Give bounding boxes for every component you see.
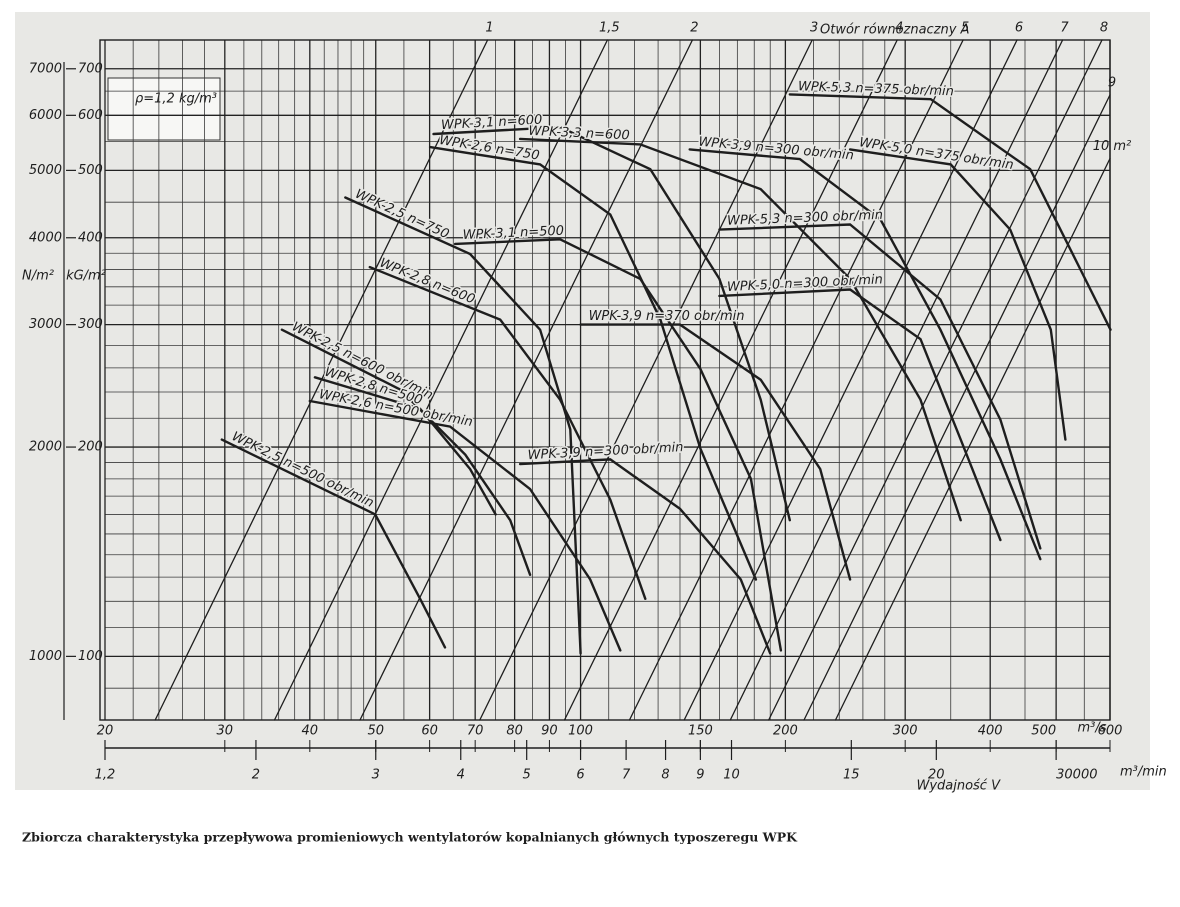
y2-tick-label: 2000 <box>29 440 62 455</box>
orifice-line <box>479 39 813 721</box>
x-tick-label: 150 <box>688 724 713 739</box>
y-tick-label: 500 <box>78 163 103 178</box>
orifice-line-label: 3 <box>810 21 818 36</box>
y-tick-label: 700 <box>78 61 103 76</box>
orifice-line-label: 2 <box>690 21 698 36</box>
orifice-line-label: 1,5 <box>599 21 620 36</box>
x2-tick-label: 9 <box>696 768 704 783</box>
y2-tick-label: 6000 <box>29 108 62 123</box>
y2-tick-label: 5000 <box>29 163 62 178</box>
x-tick-label: 400 <box>978 724 1003 739</box>
orifice-line-label: 1 <box>485 21 493 36</box>
caption: Zbiorcza charakterystyka przepływowa pro… <box>22 830 798 845</box>
fan-curve-label: WPK-3,1 n=600 <box>441 113 543 133</box>
fan-curve <box>848 148 1067 441</box>
x2-tick-label: 30000 <box>1056 768 1097 783</box>
orifice-line <box>683 39 1018 721</box>
x-tick-label: 300 <box>893 724 918 739</box>
x-tick-label: 100 <box>568 724 593 739</box>
x2-tick-label: 8 <box>661 768 669 783</box>
fan-curve <box>308 399 622 652</box>
orifice-line <box>273 39 609 721</box>
fan-curve <box>788 93 1112 331</box>
fan-curve-label: WPK-3,9 n=370 obr/min <box>589 309 745 324</box>
x-tick-label: 80 <box>506 724 523 739</box>
fan-curve <box>344 196 582 655</box>
x2-tick-label: 6 <box>576 768 584 783</box>
x2-unit: m³/min <box>1120 765 1167 780</box>
x2-tick-label: 7 <box>622 768 631 783</box>
x-tick-label: 70 <box>467 724 484 739</box>
x-tick-label: 40 <box>302 724 319 739</box>
x2-tick-label: 15 <box>843 768 860 783</box>
orifice-line-label: 10 m² <box>1093 139 1132 154</box>
x-tick-label: 500 <box>1031 724 1056 739</box>
density-label: ρ=1,2 kg/m³ <box>135 92 217 107</box>
fan-curve-label: WPK-5,3 n=375 obr/min <box>798 79 954 99</box>
fan-curve <box>518 458 772 655</box>
y2-tick-label: 7000 <box>29 61 62 76</box>
orifice-line-label: 9 <box>1108 75 1116 90</box>
y-tick-label: 100 <box>78 649 103 664</box>
y-tick-label: 200 <box>78 440 103 455</box>
orifice-line-label: 7 <box>1060 21 1069 36</box>
density-box <box>107 77 221 141</box>
x-tick-label: 600 <box>1098 724 1123 739</box>
fan-curve <box>518 137 962 522</box>
x-label: Wydajność V <box>916 779 1001 794</box>
x2-tick-label: 10 <box>723 768 740 783</box>
fan-curve <box>579 323 852 581</box>
y2-label: N/m² <box>22 269 54 284</box>
orifice-label: Otwór równoznaczny A <box>820 23 969 38</box>
fan-curve <box>220 438 447 649</box>
y-label: kG/m² <box>66 269 106 284</box>
y2-tick-label: 3000 <box>29 317 62 332</box>
x-tick-label: 20 <box>97 724 114 739</box>
x-tick-label: 200 <box>773 724 798 739</box>
x2-tick-label: 20 <box>928 768 945 783</box>
orifice-line <box>803 94 1111 721</box>
orifice-line <box>834 157 1111 721</box>
fan-curve <box>280 328 532 576</box>
orifice-line <box>359 39 694 721</box>
x2-tick-label: 3 <box>372 768 380 783</box>
orifice-line-label: 6 <box>1015 21 1023 36</box>
orifice-line-label: 4 <box>895 21 903 36</box>
x2-tick-label: 1,2 <box>95 768 116 783</box>
orifice-line-label: 8 <box>1100 21 1108 36</box>
x-tick-label: 30 <box>217 724 234 739</box>
y-tick-label: 400 <box>78 230 103 245</box>
y2-tick-label: 4000 <box>29 230 62 245</box>
x2-tick-label: 2 <box>252 768 260 783</box>
y-tick-label: 300 <box>78 317 103 332</box>
x-tick-label: 50 <box>367 724 384 739</box>
fan-curve <box>313 376 497 516</box>
orifice-line-label: 5 <box>961 21 969 36</box>
x-tick-label: 90 <box>541 724 558 739</box>
orifice-line <box>768 39 1103 721</box>
x-tick-label: 60 <box>421 724 438 739</box>
x2-tick-label: 5 <box>523 768 531 783</box>
fan-curve <box>432 125 791 522</box>
orifice-line <box>563 39 898 721</box>
fan-curve-label: WPK-3,3 n=600 <box>528 124 630 144</box>
y2-tick-label: 1000 <box>29 649 62 664</box>
fan-curve <box>368 265 647 600</box>
fan-curve <box>428 145 758 581</box>
fan-curve <box>718 288 1002 542</box>
fan-curve-label: WPK-3,1 n=500 <box>462 224 564 243</box>
orifice-line <box>628 39 964 721</box>
plot-frame <box>99 39 1111 721</box>
y-tick-label: 600 <box>78 108 103 123</box>
x-unit: m³/s <box>1077 721 1106 736</box>
x2-tick-label: 4 <box>457 768 465 783</box>
fan-curve <box>718 223 1042 550</box>
